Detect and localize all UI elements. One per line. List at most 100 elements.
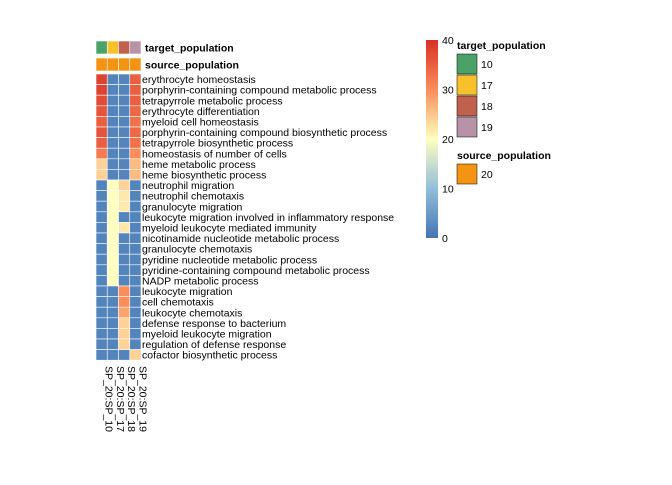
heatmap-cell [95, 116, 108, 128]
row-label: regulation of defense response [142, 339, 286, 351]
heatmap-cell [129, 73, 142, 85]
heatmap-cell [106, 349, 119, 361]
heatmap-cell [118, 349, 131, 361]
heatmap-cells [95, 73, 142, 361]
column-label: SP_20:SP_19 [136, 366, 148, 432]
row-label: granulocyte migration [142, 201, 243, 213]
heatmap-cell [95, 200, 108, 213]
heatmap-cell [118, 317, 131, 329]
heatmap-cell [118, 116, 131, 128]
row-label: tetrapyrrole metabolic process [142, 95, 283, 107]
heatmap-cell [95, 94, 108, 107]
row-label: homeostasis of number of cells [142, 148, 287, 160]
row-labels: erythrocyte homeostasisporphyrin-contain… [142, 74, 394, 362]
row-label: nicotinamide nucleotide metabolic proces… [142, 233, 339, 245]
heatmap-cell [95, 84, 108, 96]
heatmap-cell [106, 338, 119, 350]
heatmap-cell [106, 94, 119, 107]
heatmap-cell [118, 73, 131, 85]
heatmap-cell [106, 200, 119, 213]
heatmap-cell [106, 116, 119, 128]
row-label: pyridine-containing compound metabolic p… [142, 265, 370, 277]
heatmap-cell [129, 116, 142, 128]
legend-item-label: 10 [481, 59, 493, 71]
annotation-cell [95, 40, 108, 55]
heatmap-cell [106, 222, 119, 234]
heatmap-cell [106, 147, 119, 160]
heatmap-cell [129, 169, 142, 181]
heatmap-cell [129, 126, 142, 138]
legend-item-label: 19 [481, 122, 493, 134]
heatmap-cell [106, 211, 119, 223]
heatmap-cell [118, 147, 131, 160]
row-label: myeloid leukocyte mediated immunity [142, 223, 317, 235]
heatmap-cell [118, 84, 131, 96]
heatmap-cell [118, 275, 131, 287]
heatmap-cell [95, 306, 108, 319]
heatmap-cell [106, 169, 119, 181]
annotation-label: target_population [145, 43, 234, 55]
color-scale-tick-label: 10 [442, 184, 454, 196]
heatmap-cell [95, 349, 108, 361]
heatmap-cell [95, 296, 108, 308]
legend-swatch [456, 53, 478, 75]
heatmap-cell [129, 211, 142, 223]
column-label: SP_20:SP_18 [125, 366, 137, 432]
row-label: leukocyte migration [142, 286, 233, 298]
annotation-cell [106, 57, 119, 72]
row-label: leukocyte chemotaxis [142, 307, 242, 319]
column-labels: SP_20:SP_10 SP_20:SP_17 SP_20:SP_18 SP_20:S… [103, 366, 149, 432]
row-label: granulocyte chemotaxis [142, 244, 252, 256]
heatmap-cell [95, 264, 108, 276]
heatmap-cell [129, 328, 142, 340]
heatmap-cell [95, 232, 108, 244]
color-scale-tick-label: 30 [442, 85, 454, 97]
heatmap-cell [106, 190, 119, 202]
annotation-label: source_population [145, 60, 239, 72]
heatmap-cell [95, 222, 108, 234]
heatmap-cell [106, 126, 119, 138]
column-annotations: target_population source_population [95, 40, 239, 72]
color-scale-tick-label: 0 [442, 233, 448, 245]
heatmap-cell [129, 349, 142, 361]
heatmap-cell [95, 158, 108, 170]
heatmap-cell [106, 105, 119, 117]
legend-item-label: 17 [481, 80, 493, 92]
heatmap-cell [106, 232, 119, 244]
annotation-cell [118, 40, 131, 55]
legend-swatch [456, 95, 478, 117]
heatmap-cell [129, 200, 142, 213]
heatmap-cell [118, 179, 131, 191]
legend-swatch [456, 163, 478, 185]
heatmap-cell [118, 306, 131, 319]
heatmap-cell [95, 253, 108, 266]
heatmap-cell [118, 243, 131, 255]
row-label: erythrocyte differentiation [142, 106, 260, 118]
color-scale-tick-label: 20 [442, 134, 454, 146]
heatmap-cell [129, 232, 142, 244]
heatmap-cell [106, 158, 119, 170]
heatmap-cell [118, 94, 131, 107]
heatmap-cell [95, 147, 108, 160]
heatmap-cell [95, 328, 108, 340]
heatmap-cell [106, 243, 119, 255]
heatmap-cell [118, 296, 131, 308]
heatmap-cell [95, 137, 108, 149]
heatmap-cell [129, 222, 142, 234]
annotation-cell [95, 57, 108, 72]
heatmap-cell [95, 190, 108, 202]
row-label: defense response to bacterium [142, 318, 286, 330]
heatmap-cell [106, 306, 119, 319]
heatmap-cell [118, 126, 131, 138]
heatmap-cell [129, 264, 142, 276]
heatmap-cell [95, 126, 108, 138]
heatmap-cell [129, 338, 142, 350]
heatmap-cell [129, 190, 142, 202]
heatmap-cell [129, 317, 142, 329]
heatmap-cell [129, 275, 142, 287]
heatmap-cell [106, 179, 119, 191]
heatmap-cell [106, 137, 119, 149]
row-label: myeloid cell homeostasis [142, 117, 259, 129]
heatmap-cell [118, 264, 131, 276]
